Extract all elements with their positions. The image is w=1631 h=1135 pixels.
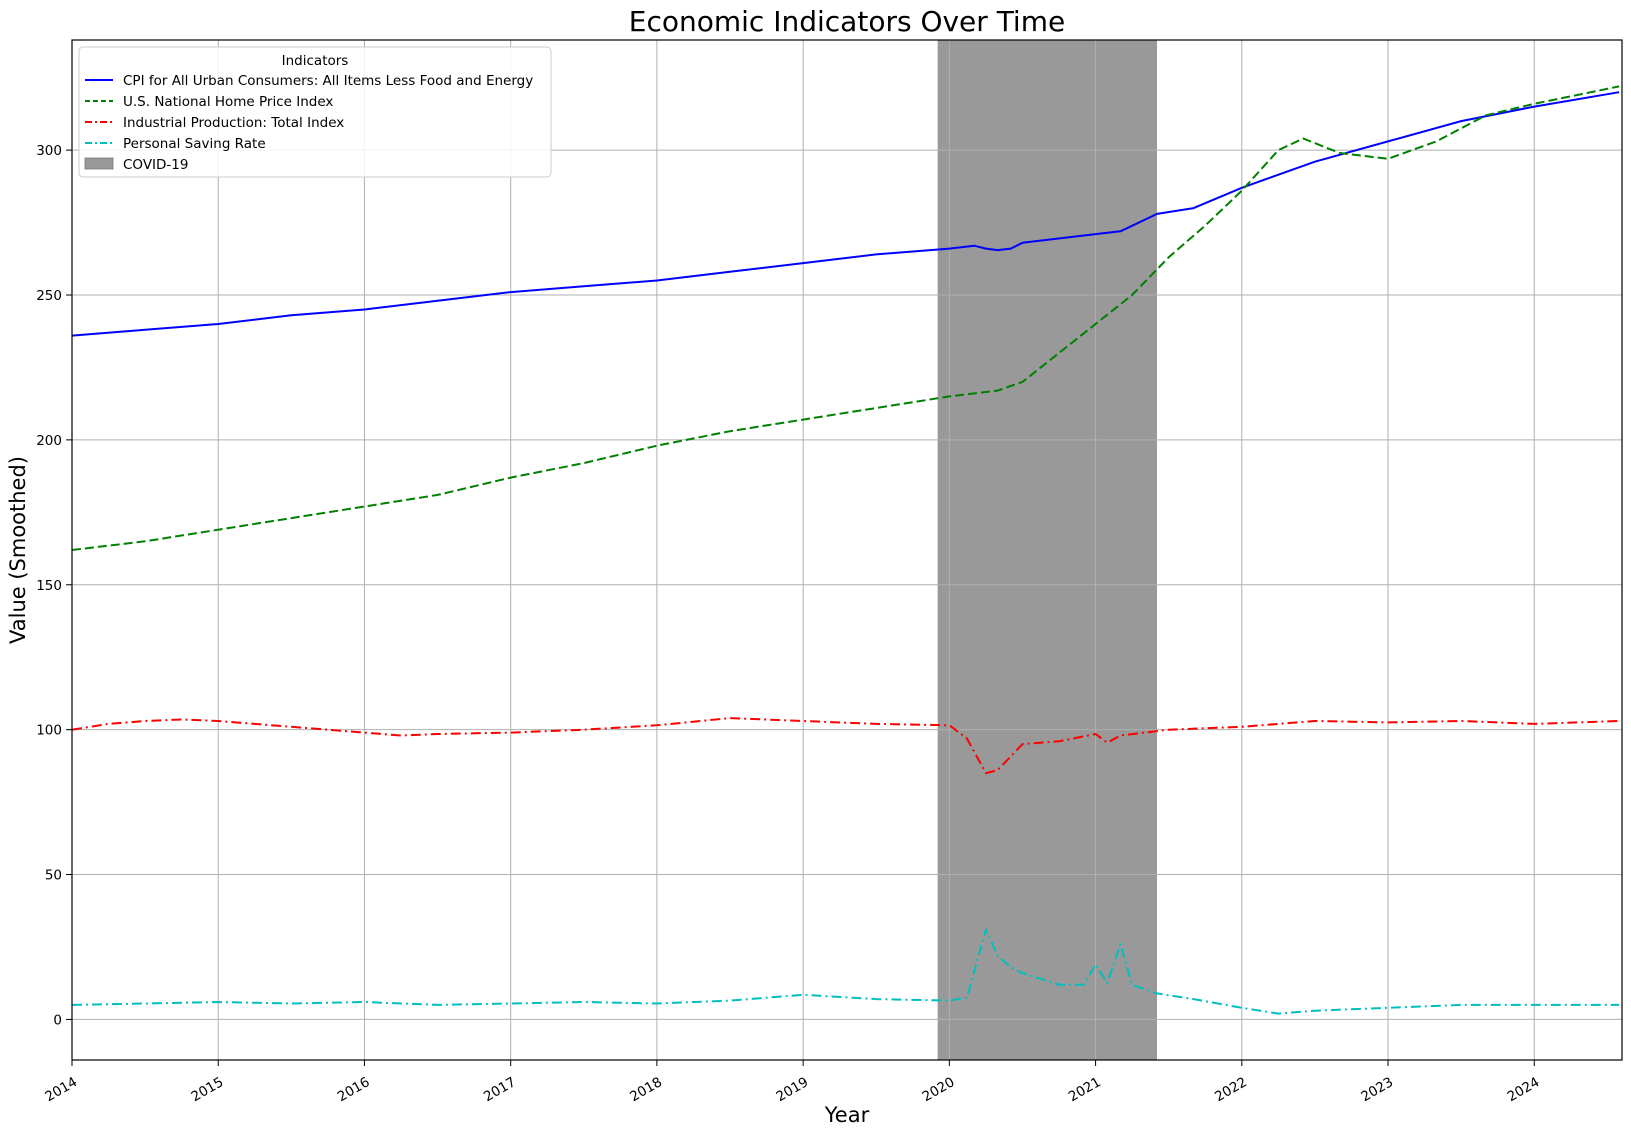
legend-label-covid: COVID-19 (123, 157, 188, 173)
shaded-region-covid (937, 40, 1157, 1060)
series-layer (71, 85, 1620, 1015)
legend-label-3: Industrial Production: Total Index (123, 115, 344, 131)
legend-label-1: CPI for All Urban Consumers: All Items L… (123, 73, 533, 89)
legend-label-4: Personal Saving Rate (123, 136, 266, 152)
series-line-1 (71, 91, 1620, 337)
y-tick-label: 50 (45, 868, 62, 884)
y-tick-label: 100 (36, 723, 62, 739)
legend-label-2: U.S. National Home Price Index (123, 94, 333, 110)
y-axis-ticks: 0 50 100 150 200 250 300 (36, 143, 72, 1028)
series-line-3 (71, 717, 1620, 775)
x-axis-label: Year (824, 1103, 870, 1127)
legend: Indicators CPI for All Urban Consumers: A… (78, 46, 552, 178)
y-axis-label: Value (Smoothed) (6, 456, 30, 644)
y-tick-label: 0 (53, 1012, 62, 1028)
series-line-2 (71, 85, 1620, 551)
grid-layer (71, 40, 1622, 1060)
legend-swatch-covid (84, 157, 114, 170)
legend-box (78, 46, 552, 178)
plot-frame (71, 39, 1623, 1061)
shaded-region-layer (937, 40, 1157, 1060)
y-tick-label: 250 (36, 288, 62, 304)
series-line-4 (71, 928, 1620, 1015)
chart-title: Economic Indicators Over Time (629, 5, 1065, 38)
legend-title: Indicators (282, 53, 349, 69)
y-tick-label: 300 (36, 143, 62, 159)
y-tick-label: 150 (36, 578, 62, 594)
y-tick-label: 200 (36, 433, 62, 449)
